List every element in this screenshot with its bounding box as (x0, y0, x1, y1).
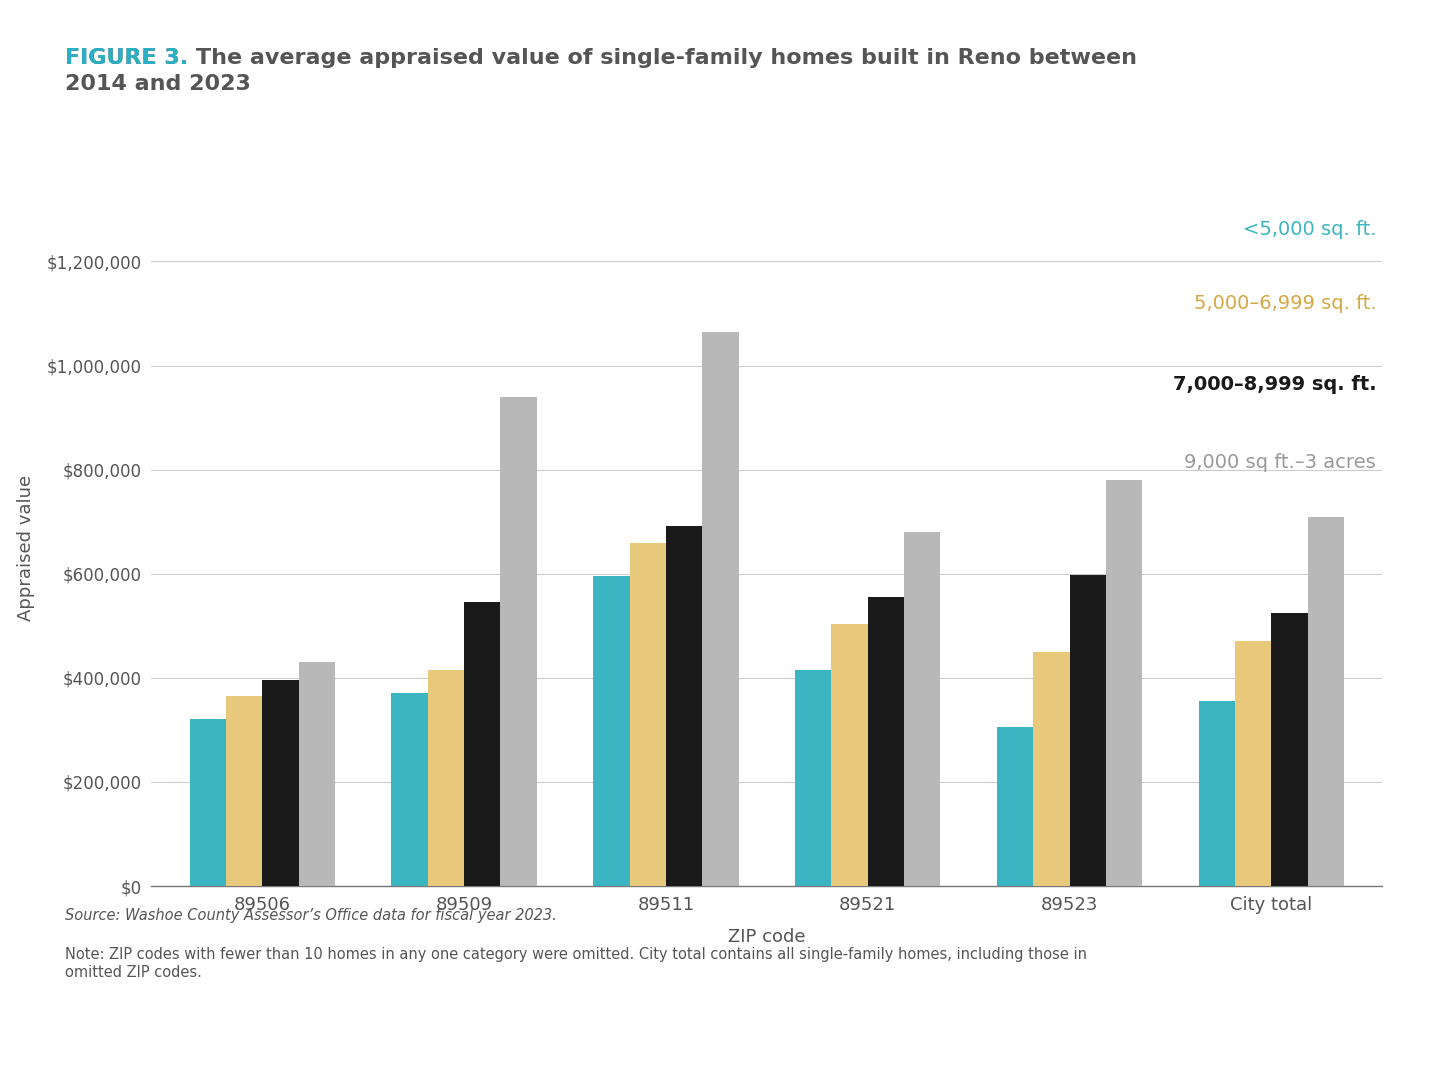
Text: FIGURE 3.: FIGURE 3. (65, 48, 189, 69)
Bar (593, 577, 629, 886)
X-axis label: ZIP code: ZIP code (729, 928, 805, 946)
Bar (190, 720, 226, 886)
Bar (1034, 652, 1070, 886)
Bar (428, 670, 464, 886)
Text: 9,000 sq ft.–3 acres: 9,000 sq ft.–3 acres (1185, 453, 1377, 471)
Text: 5,000–6,999 sq. ft.: 5,000–6,999 sq. ft. (1194, 294, 1377, 313)
Bar (1106, 480, 1142, 886)
Text: FIGURE 3. The average appraised value of single-family homes built in Reno betwe: FIGURE 3. The average appraised value of… (65, 48, 1136, 93)
Bar (795, 670, 831, 886)
Text: 7,000–8,999 sq. ft.: 7,000–8,999 sq. ft. (1172, 375, 1377, 394)
Bar (1236, 641, 1272, 886)
Bar (831, 624, 868, 886)
Bar (665, 526, 703, 886)
Text: <5,000 sq. ft.: <5,000 sq. ft. (1243, 219, 1377, 238)
Bar (392, 694, 428, 886)
Bar (464, 603, 500, 886)
Bar (500, 396, 537, 886)
Bar (1198, 701, 1236, 886)
Bar (629, 542, 665, 886)
Bar (226, 696, 262, 886)
Text: Source: Washoe County Assessor’s Office data for fiscal year 2023.: Source: Washoe County Assessor’s Office … (65, 908, 556, 923)
Bar (703, 332, 739, 886)
Bar (262, 681, 298, 886)
Text: Note: ZIP codes with fewer than 10 homes in any one category were omitted. City : Note: ZIP codes with fewer than 10 homes… (65, 947, 1087, 979)
Bar (1308, 517, 1344, 886)
Bar (1272, 613, 1308, 886)
Bar (904, 532, 940, 886)
Bar (1070, 576, 1106, 886)
Bar (996, 727, 1034, 886)
Y-axis label: Appraised value: Appraised value (17, 475, 35, 621)
Bar (868, 597, 904, 886)
Bar (298, 663, 336, 886)
